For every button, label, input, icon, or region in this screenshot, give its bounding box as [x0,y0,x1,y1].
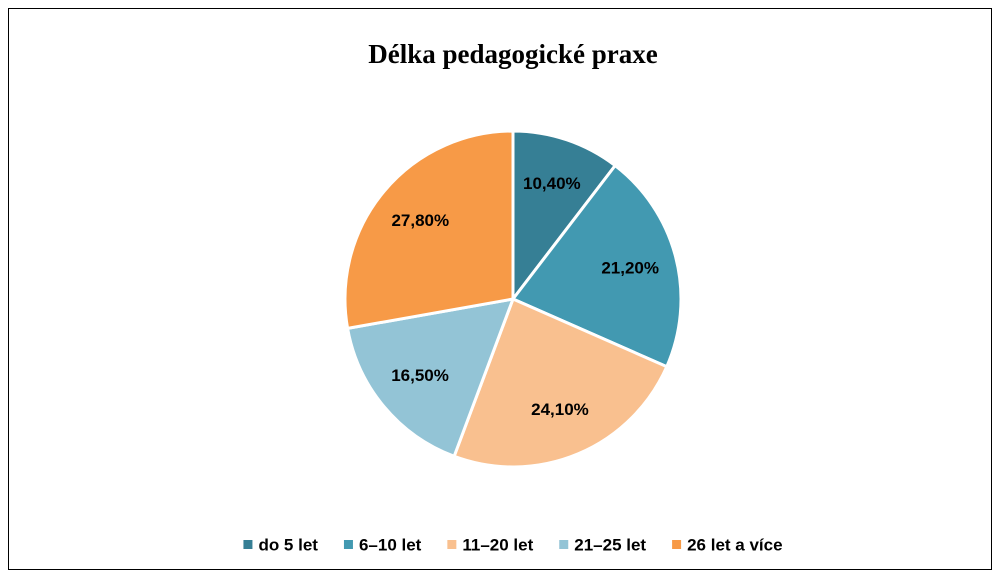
pie-slice [452,296,669,469]
legend-label: 26 let a více [687,535,782,554]
pie-slice [345,297,516,459]
pie-slice [343,129,515,331]
chart-title: Délka pedagogické praxe [368,39,658,69]
legend-marker [243,540,253,549]
legend-marker [672,540,682,549]
legend-label: 11–20 let [462,535,533,554]
data-label: 24,10% [531,400,589,419]
legend-marker [447,540,457,549]
legend-label: 6–10 let [359,535,422,554]
data-label: 10,40% [523,174,581,193]
legend-label: do 5 let [258,535,318,554]
data-label: 16,50% [391,366,449,385]
pie-slice [511,129,618,304]
legend-label: 21–25 let [574,535,646,554]
legend-marker [343,540,353,549]
data-label: 27,80% [391,211,449,230]
legend-marker [559,540,569,549]
data-label: 21,20% [601,258,659,277]
